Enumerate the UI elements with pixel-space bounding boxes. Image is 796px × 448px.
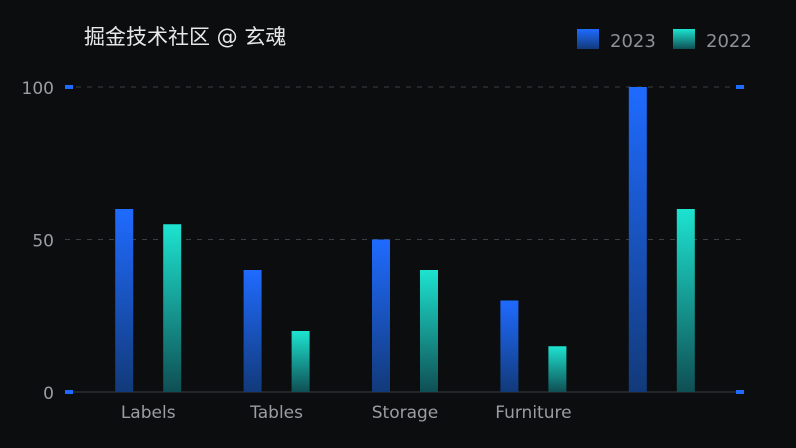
bar-2022-Storage: [420, 270, 438, 392]
x-tick-label: Furniture: [495, 403, 571, 423]
x-tick-label: Labels: [121, 403, 176, 423]
axis-marker: [65, 85, 73, 89]
x-tick-label: Tables: [249, 403, 303, 423]
bar-2022-Labels: [163, 224, 182, 392]
x-tick-label: Storage: [372, 403, 439, 423]
bar-2023-Tables: [243, 270, 262, 392]
bar-2022-Furniture: [548, 346, 567, 392]
legend-swatch-2022: [673, 29, 695, 49]
bar-2023-Furniture: [500, 300, 519, 392]
bar-2023-Labels: [115, 209, 134, 392]
y-tick-label: 0: [43, 384, 54, 404]
y-tick-label: 50: [32, 232, 54, 252]
axis-marker: [736, 390, 744, 394]
bar-2023-4: [628, 87, 647, 392]
legend-label-2023: 2023: [610, 31, 656, 52]
bar-2022-Tables: [291, 331, 310, 392]
bar-2022-4: [676, 209, 695, 392]
legend-swatch-2023: [577, 29, 599, 49]
axis-marker: [736, 85, 744, 89]
y-tick-label: 100: [22, 79, 54, 99]
legend-label-2022: 2022: [706, 31, 752, 52]
bar-2023-Storage: [372, 239, 390, 392]
axis-marker: [65, 390, 73, 394]
watermark: 掘金技术社区 @ 玄魂: [84, 25, 287, 49]
